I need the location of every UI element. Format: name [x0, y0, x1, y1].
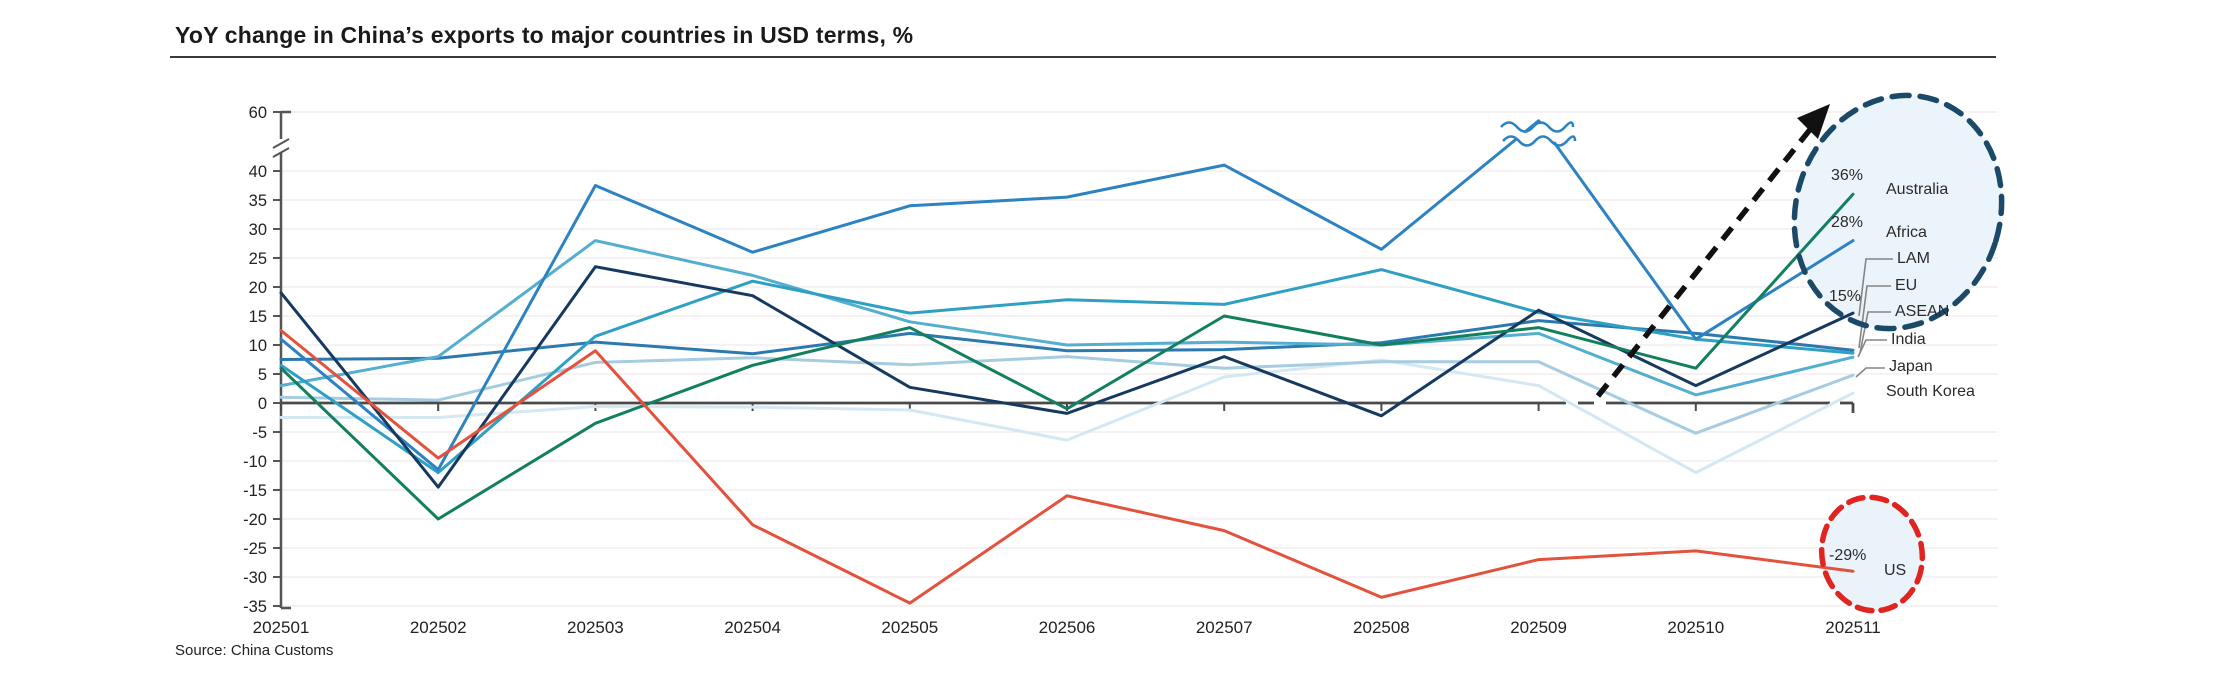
y-tick-label: -25 [243, 540, 267, 558]
y-tick-label: 30 [249, 221, 267, 239]
x-tick-label: 202504 [724, 618, 781, 637]
axis-tick-labels: 60 40 35 30 25 20 15 10 5 0 -5 -10 -15 -20 -25 -30 -35 20… [243, 104, 1881, 637]
trend-arrow-icon [1595, 104, 1830, 398]
series-line-africa [279, 119, 1855, 472]
axes [272, 110, 1855, 610]
x-tick-label: 202502 [410, 618, 467, 637]
y-tick-label: -10 [243, 453, 267, 471]
callout-africa-pct: 28% [1831, 214, 1864, 231]
series-line-eu [279, 319, 1855, 361]
positive-highlight-ellipse [1791, 92, 2005, 332]
x-tick-label: 202509 [1510, 618, 1567, 637]
y-tick-label: -35 [243, 598, 267, 616]
gridlines [281, 111, 1998, 607]
callout-us-pct: -29% [1829, 547, 1867, 564]
page-title: YoY change in China’s exports to major c… [175, 22, 914, 48]
x-tick-label: 202510 [1667, 618, 1724, 637]
us-highlight-fill [1821, 497, 1923, 611]
x-tick-label: 202501 [253, 618, 310, 637]
x-tick-label: 202506 [1039, 618, 1096, 637]
series-line-japan [279, 355, 1855, 435]
y-tick-label: 35 [249, 192, 267, 210]
series-line-south-korea [279, 358, 1855, 475]
y-tick-label: 15 [249, 308, 267, 326]
x-tick-label: 202508 [1353, 618, 1410, 637]
series-label-japan: Japan [1889, 358, 1933, 375]
positive-highlight-fill [1794, 95, 2002, 329]
series-line-lam [279, 265, 1855, 489]
series-label-eu: EU [1895, 277, 1918, 294]
us-highlight-ellipse [1818, 494, 1926, 614]
x-tick-label: 202507 [1196, 618, 1253, 637]
series-label-us: US [1884, 562, 1907, 579]
x-tick-label: 202511 [1825, 618, 1880, 637]
y-tick-label: 25 [249, 250, 267, 268]
y-tick-label: 5 [258, 366, 267, 384]
series-label-africa: Africa [1886, 224, 1927, 241]
y-tick-label: 60 [249, 104, 267, 122]
y-tick-label: -20 [243, 511, 267, 529]
y-tick-label: -15 [243, 482, 267, 500]
data-series [279, 119, 1855, 605]
y-tick-label: 40 [249, 163, 267, 181]
callout-lam-pct: 15% [1829, 288, 1862, 305]
series-label-south-korea: South Korea [1886, 383, 1975, 400]
leader-lines [1855, 258, 1893, 378]
series-line-australia [279, 192, 1855, 521]
series-label-asean: ASEAN [1895, 303, 1950, 320]
series-line-us [279, 329, 1855, 605]
title-underline [170, 56, 1996, 58]
source-note: Source: China Customs [175, 642, 334, 659]
callout-australia-pct: 36% [1831, 167, 1864, 184]
x-tick-label: 202505 [881, 618, 938, 637]
series-label-australia: Australia [1886, 181, 1949, 198]
line-break-marker [1497, 121, 1578, 147]
x-tick-label: 202503 [567, 618, 624, 637]
series-line-asean [279, 268, 1855, 475]
series-label-lam: LAM [1897, 250, 1930, 267]
y-tick-label: 10 [249, 337, 267, 355]
y-tick-label: 0 [258, 395, 267, 413]
y-tick-label: -30 [243, 569, 267, 587]
y-tick-label: 20 [249, 279, 267, 297]
y-tick-label: -5 [252, 424, 267, 442]
series-label-india: India [1891, 331, 1926, 348]
